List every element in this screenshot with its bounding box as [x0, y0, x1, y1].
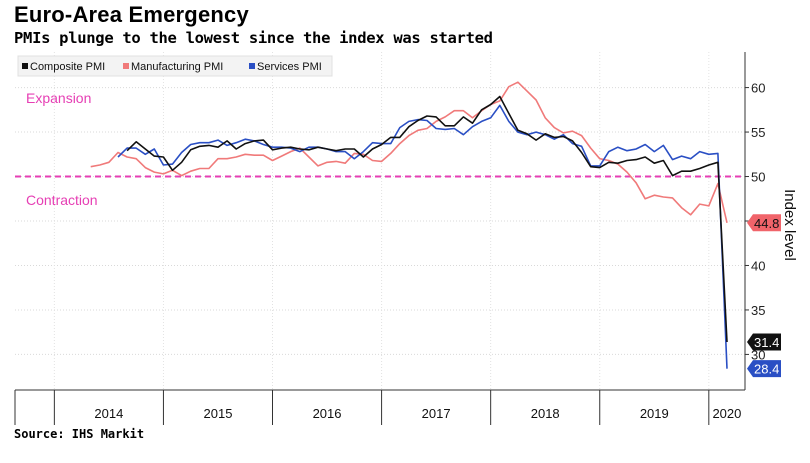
legend-swatch-composite-pmi: [22, 63, 28, 69]
legend-swatch-manufacturing-pmi: [123, 63, 129, 69]
y-tick-label-35: 35: [751, 303, 765, 318]
series-line-manufacturing-pmi: [90, 81, 728, 223]
grid-lines: [15, 52, 745, 390]
y-tick-label-50: 50: [751, 170, 765, 185]
legend-swatch-services-pmi: [249, 63, 255, 69]
chart-title: Euro-Area Emergency: [14, 2, 249, 27]
legend-box: [17, 55, 333, 77]
y-tick-labels: 30354045505560: [751, 81, 765, 363]
badge-label-manufacturing-pmi: 44.8: [754, 216, 779, 231]
x-tick-label-2014: 2014: [94, 406, 123, 421]
badge-manufacturing-pmi: [747, 214, 781, 232]
badge-composite-pmi: [747, 333, 781, 351]
x-tick-label-2019: 2019: [640, 406, 669, 421]
y-tick-label-55: 55: [751, 125, 765, 140]
x-tick-label-2016: 2016: [313, 406, 342, 421]
badge-label-services-pmi: 28.4: [754, 362, 779, 377]
y-tick-label-30: 30: [751, 347, 765, 362]
series-lines: [90, 81, 728, 369]
axes: [14, 52, 749, 425]
x-tick-label-2017: 2017: [422, 406, 451, 421]
x-tick-label-2015: 2015: [204, 406, 233, 421]
badge-label-composite-pmi: 31.4: [754, 335, 779, 350]
legend-label-composite-pmi: Composite PMI: [30, 61, 105, 73]
series-line-composite-pmi: [126, 95, 728, 343]
x-tick-label-2018: 2018: [531, 406, 560, 421]
series-line-services-pmi: [117, 104, 728, 369]
source-note: Source: IHS Markit: [14, 427, 145, 441]
x-tick-label-2020: 2020: [712, 406, 741, 421]
chart-subtitle: PMIs plunge to the lowest since the inde…: [14, 29, 493, 47]
expansion-annotation: Expansion: [26, 90, 91, 106]
x-tick-labels: 2014 2015 2016 2017 2018 2019 2020: [94, 406, 741, 421]
legend-label-manufacturing-pmi: Manufacturing PMI: [131, 61, 223, 73]
y-tick-label-60: 60: [751, 81, 765, 96]
last-value-badges: 31.4 44.8 28.4: [747, 214, 781, 378]
legend: Composite PMI Manufacturing PMI Services P…: [17, 55, 333, 77]
legend-label-services-pmi: Services PMI: [257, 61, 322, 73]
y-axis-label: Index level: [781, 189, 798, 261]
y-tick-label-40: 40: [751, 258, 765, 273]
contraction-annotation: Contraction: [26, 192, 98, 208]
badge-services-pmi: [747, 360, 781, 378]
